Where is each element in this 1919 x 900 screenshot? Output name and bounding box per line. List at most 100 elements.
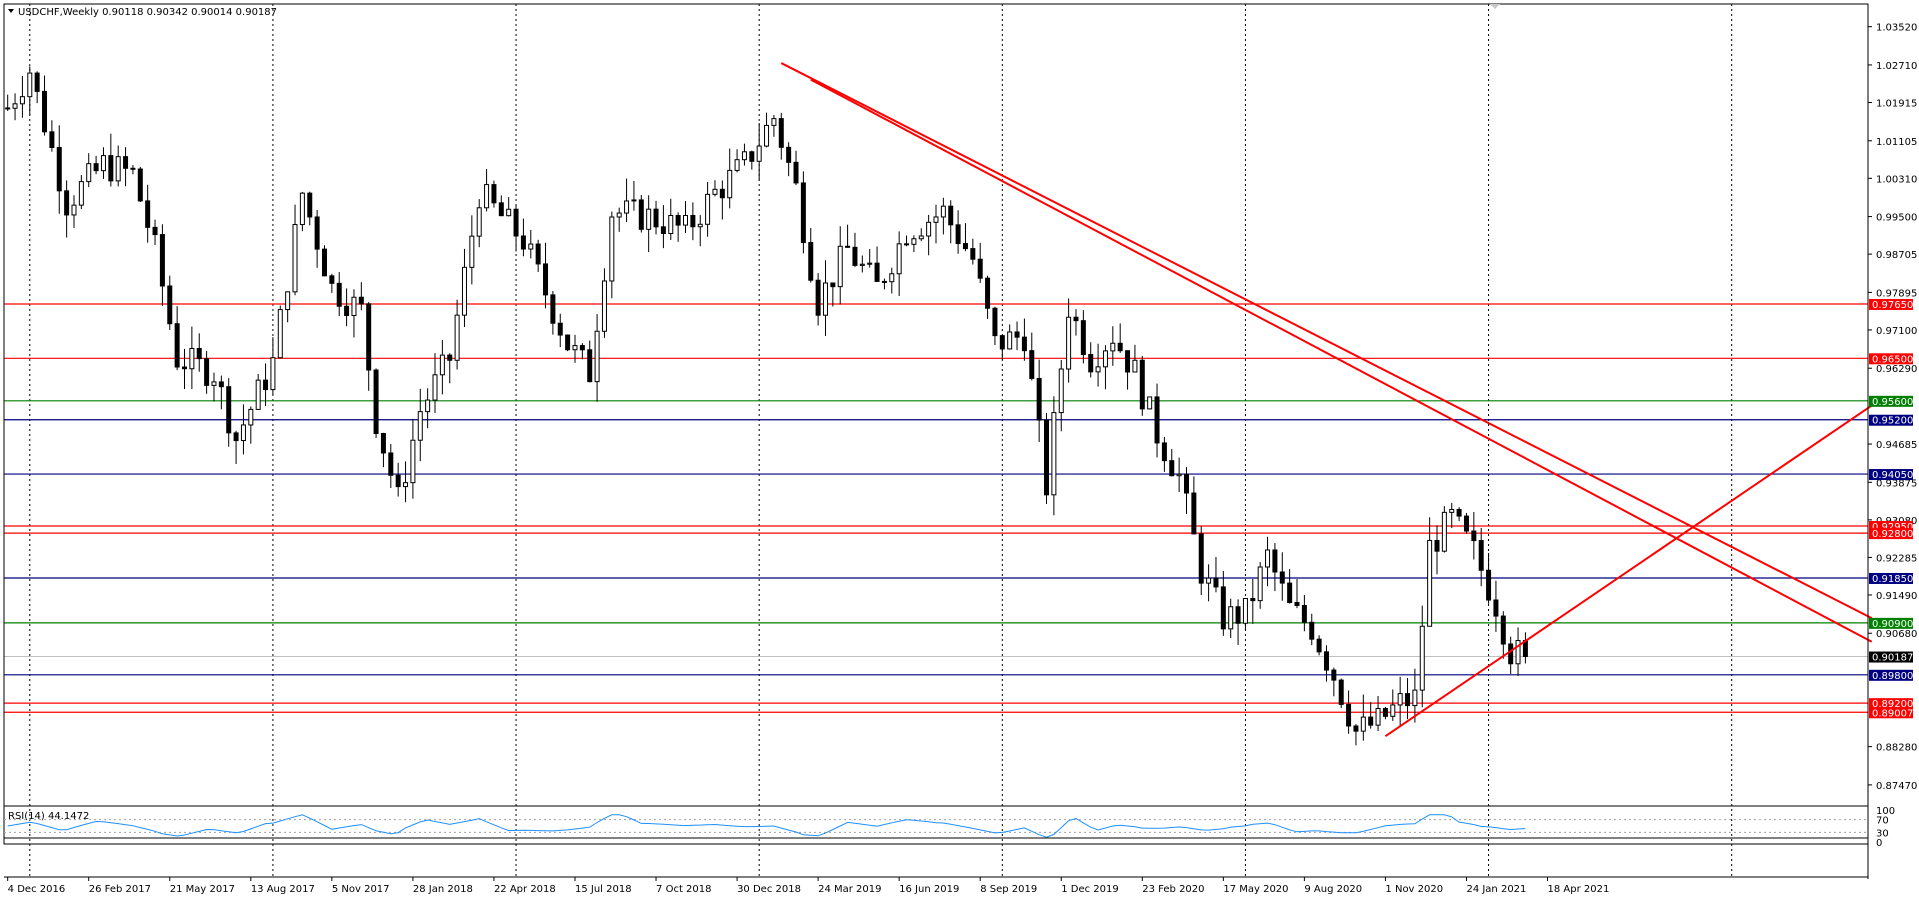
candle-body-bull <box>1390 704 1396 717</box>
candle-body-bear <box>380 433 386 454</box>
candle-body-bear <box>638 199 644 230</box>
candle <box>808 227 814 283</box>
time-tick-label: 7 Oct 2018 <box>656 884 711 895</box>
candle-body-bear <box>1434 539 1440 552</box>
candle <box>211 372 217 402</box>
candle <box>1419 605 1425 708</box>
dropdown-triangle-icon[interactable] <box>8 9 14 13</box>
candle <box>660 205 666 249</box>
price-tick-label: 0.98705 <box>1876 250 1917 261</box>
candle <box>1331 667 1337 697</box>
candle <box>1147 396 1153 410</box>
candle <box>535 239 541 273</box>
candle-body-bull <box>1132 359 1138 373</box>
candle <box>1044 412 1050 504</box>
candle-body-bear <box>962 243 968 250</box>
candle-body-bear <box>852 246 858 266</box>
candle <box>624 178 630 223</box>
candle-body-bull <box>115 156 121 182</box>
candle <box>1198 526 1204 596</box>
candle <box>756 122 762 181</box>
candle <box>248 406 254 444</box>
level-tag-0.90187 <box>1869 651 1913 663</box>
candle-body-bear <box>830 282 836 288</box>
rsi-label: RSI(14) 44.1472 <box>8 811 89 822</box>
candle <box>314 209 320 268</box>
time-tick-label: 17 May 2020 <box>1223 884 1288 895</box>
candle <box>1220 570 1226 636</box>
candle-body-bear <box>1191 492 1197 535</box>
candle-body-bear <box>1125 350 1131 373</box>
level-tag-0.91850 <box>1869 572 1913 584</box>
candle <box>506 197 512 217</box>
candle <box>727 148 733 209</box>
price-tick-label: 0.96290 <box>1876 364 1917 375</box>
level-tag-0.92950 <box>1869 521 1913 533</box>
trendline-uptrend[interactable] <box>1384 404 1873 738</box>
candle-body-bear <box>1183 473 1189 494</box>
candle <box>992 306 998 346</box>
candle <box>93 155 99 175</box>
candle <box>1449 502 1455 529</box>
candle-body-bear <box>992 307 998 337</box>
candle <box>572 334 578 363</box>
price-tick-label: 0.94685 <box>1876 440 1917 451</box>
candle <box>189 326 195 390</box>
candle <box>498 195 504 217</box>
candle-body-bull <box>1412 689 1418 707</box>
candle-body-bear <box>123 156 129 169</box>
candle-body-bull <box>1515 640 1521 665</box>
price-tick-label: 0.97100 <box>1876 326 1917 337</box>
candle-body-bear <box>1382 707 1388 717</box>
candle <box>565 334 571 352</box>
candle <box>1257 562 1263 609</box>
candle <box>764 112 770 148</box>
candle-body-bull <box>1242 598 1248 624</box>
candle <box>881 278 887 290</box>
candle <box>513 204 519 252</box>
candle <box>830 282 836 307</box>
level-tag-0.89200 <box>1869 698 1913 710</box>
candle <box>388 444 394 489</box>
candle <box>1309 613 1315 646</box>
candle-body-bull <box>609 216 615 282</box>
candle <box>137 166 143 203</box>
candle <box>705 181 711 237</box>
candle <box>329 273 335 293</box>
candle-body-bull <box>1058 368 1064 414</box>
candle <box>270 337 276 395</box>
candle <box>159 224 165 306</box>
candle-body-bear <box>130 167 136 170</box>
candle-body-bear <box>719 188 725 199</box>
candle <box>926 214 932 256</box>
candle <box>174 306 180 371</box>
candle-body-bear <box>513 208 519 237</box>
time-tick-label: 22 Apr 2018 <box>494 884 556 895</box>
candle <box>1316 635 1322 656</box>
candle-body-bear <box>233 432 239 442</box>
candle <box>27 66 33 116</box>
candle <box>631 180 637 211</box>
candle-body-bear <box>778 118 784 148</box>
candle <box>675 212 681 242</box>
chart-shift-marker-icon[interactable] <box>1490 4 1500 9</box>
candle-body-bear <box>999 335 1005 350</box>
candle-body-bull <box>756 145 762 162</box>
candle <box>859 255 865 273</box>
candle-body-bear <box>1235 606 1241 624</box>
candle <box>594 314 600 402</box>
candle <box>1235 599 1241 646</box>
candle <box>933 204 939 244</box>
candle-body-bull <box>403 482 409 488</box>
candle-body-bull <box>292 224 298 293</box>
candle <box>977 242 983 283</box>
candle <box>867 249 873 268</box>
rsi-line <box>7 814 1526 838</box>
candle <box>5 94 11 111</box>
candle-body-bull <box>270 357 276 391</box>
trendline-lower-downtrend[interactable] <box>810 78 1873 643</box>
price-tick-label: 1.03520 <box>1876 23 1917 34</box>
trendline-upper-downtrend[interactable] <box>780 62 1873 620</box>
price-tick-label: 0.97895 <box>1876 288 1917 299</box>
